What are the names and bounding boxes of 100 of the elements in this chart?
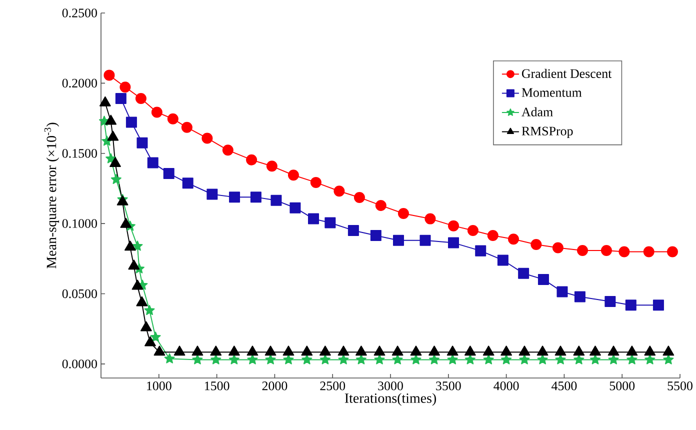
point <box>282 346 294 356</box>
point <box>136 137 148 148</box>
point <box>644 346 656 356</box>
point <box>356 354 366 364</box>
point <box>163 168 174 179</box>
point <box>120 82 131 93</box>
point <box>464 346 476 356</box>
point <box>107 130 119 141</box>
point <box>626 346 638 356</box>
point <box>497 254 508 266</box>
point <box>554 346 566 356</box>
point <box>104 70 115 81</box>
point <box>222 144 234 156</box>
y-tick-label: 0.0500 <box>62 289 97 298</box>
x-tick-label: 2500 <box>320 382 346 390</box>
point <box>192 346 204 356</box>
point <box>375 200 386 211</box>
point <box>483 354 494 364</box>
point <box>115 92 126 104</box>
point <box>590 346 601 356</box>
point <box>537 354 548 364</box>
point <box>618 246 630 258</box>
point <box>181 122 192 133</box>
point <box>126 116 137 128</box>
point <box>338 354 349 364</box>
point <box>666 246 678 258</box>
point <box>448 237 459 248</box>
x-tick-label: 3500 <box>436 382 461 390</box>
point <box>310 176 322 188</box>
y-axis-title: Mean-square error (×10$^{-3}$) <box>44 122 60 268</box>
point <box>604 296 616 307</box>
point <box>106 153 116 164</box>
point <box>264 346 276 356</box>
point <box>625 300 636 311</box>
point <box>132 280 144 290</box>
point <box>536 346 548 356</box>
point <box>228 346 240 356</box>
point <box>132 240 143 251</box>
point <box>608 354 619 364</box>
point <box>154 346 166 356</box>
point <box>538 274 549 285</box>
point <box>144 336 156 346</box>
point <box>265 354 276 364</box>
point <box>410 346 422 356</box>
point <box>308 213 319 224</box>
point <box>518 346 530 356</box>
point <box>574 354 584 364</box>
point <box>447 354 458 364</box>
point <box>374 346 386 356</box>
point <box>210 354 222 364</box>
point <box>392 346 404 356</box>
point <box>428 346 440 356</box>
x-tick-label: 5000 <box>610 382 635 390</box>
point <box>288 170 299 181</box>
point <box>250 192 262 203</box>
point <box>374 354 385 364</box>
point <box>164 353 175 364</box>
point <box>500 346 512 356</box>
point <box>501 354 512 364</box>
y-tick-label: 0.2000 <box>62 78 97 88</box>
point <box>555 354 566 364</box>
y-tick-label: 0.1500 <box>62 148 97 158</box>
point <box>590 354 600 364</box>
point <box>487 230 498 242</box>
point <box>354 192 365 203</box>
point <box>247 354 258 364</box>
point <box>229 192 240 203</box>
point <box>663 354 674 364</box>
point <box>151 106 162 118</box>
point <box>662 346 674 356</box>
point <box>334 186 345 197</box>
point <box>573 346 585 356</box>
point <box>508 234 519 245</box>
point <box>574 291 586 302</box>
point <box>147 157 158 168</box>
point <box>410 354 422 364</box>
point <box>446 346 458 356</box>
point <box>283 354 294 364</box>
point <box>136 296 148 306</box>
point <box>518 268 530 279</box>
point <box>290 202 301 214</box>
point <box>464 354 476 364</box>
point <box>626 354 638 364</box>
x-tick-label: 2000 <box>262 382 288 390</box>
y-tick-label: 0.1000 <box>62 219 97 228</box>
point <box>475 245 486 256</box>
point <box>530 238 542 250</box>
point <box>202 132 213 144</box>
point <box>370 230 382 242</box>
point <box>608 346 620 356</box>
x-tick-label: 4500 <box>552 382 577 390</box>
point <box>120 218 132 228</box>
point <box>420 234 431 246</box>
point <box>556 286 568 298</box>
point <box>392 354 403 364</box>
point <box>324 217 336 228</box>
point <box>246 154 258 166</box>
point <box>320 354 330 364</box>
legend-label: RMSProp <box>522 126 573 138</box>
point <box>174 346 186 356</box>
